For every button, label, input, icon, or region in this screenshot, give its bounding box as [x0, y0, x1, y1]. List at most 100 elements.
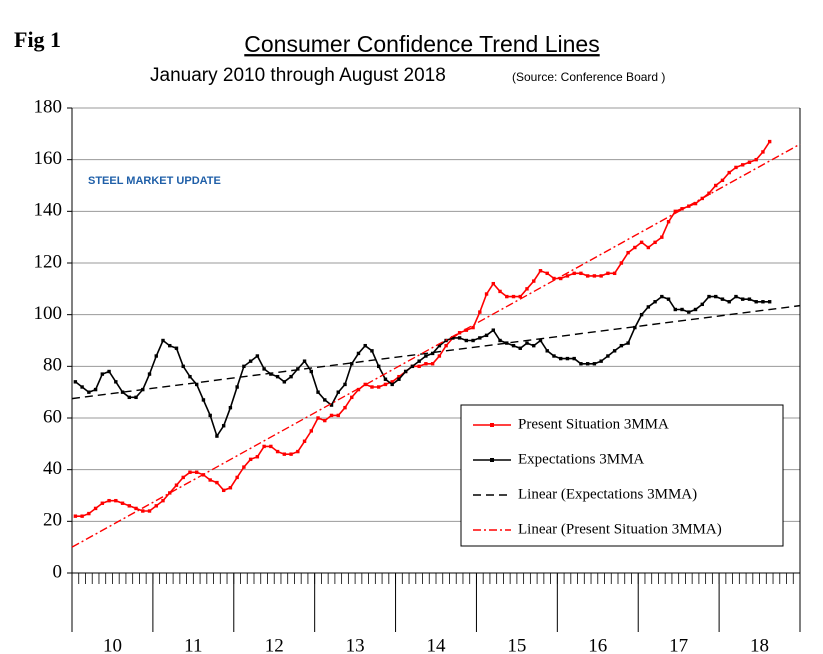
point: [370, 349, 374, 353]
point: [114, 498, 118, 503]
point: [673, 307, 677, 312]
y-tick-label: 20: [43, 510, 62, 531]
point: [700, 302, 704, 307]
point: [518, 294, 522, 299]
point: [585, 274, 590, 278]
legend-label: Linear (Expectations 3MMA): [518, 486, 697, 502]
point: [100, 501, 105, 505]
legend-label: Expectations 3MMA: [518, 451, 644, 467]
legend-label: Present Situation 3MMA: [518, 416, 669, 432]
point: [599, 359, 603, 363]
point: [767, 139, 772, 144]
point: [221, 424, 226, 428]
point: [754, 300, 758, 304]
point: [612, 349, 617, 353]
point: [329, 413, 334, 418]
point: [498, 289, 502, 294]
point: [323, 418, 327, 423]
x-tick-label: 11: [184, 635, 202, 654]
point: [147, 372, 152, 376]
point: [262, 444, 266, 449]
point: [653, 300, 657, 304]
point: [511, 294, 516, 299]
point: [208, 478, 212, 482]
point: [100, 372, 105, 376]
point: [255, 455, 260, 459]
x-tick-label: 12: [265, 635, 284, 654]
point: [93, 506, 98, 511]
point: [397, 377, 401, 381]
trend-line: [71, 143, 801, 548]
point: [289, 452, 293, 456]
point: [134, 506, 138, 511]
point: [350, 362, 354, 366]
point: [680, 307, 684, 312]
point: [633, 245, 637, 250]
point: [363, 343, 367, 348]
y-tick-label: 40: [43, 458, 62, 479]
point: [107, 498, 111, 503]
point: [93, 387, 98, 392]
x-tick-label: 15: [507, 635, 526, 654]
point: [168, 343, 172, 348]
y-tick-label: 100: [34, 303, 63, 324]
point: [579, 271, 583, 276]
point: [660, 235, 664, 239]
point: [619, 343, 624, 348]
point: [282, 380, 287, 384]
point: [532, 343, 536, 348]
point: [309, 429, 313, 433]
point: [289, 374, 293, 379]
point: [343, 405, 347, 410]
point: [457, 336, 462, 340]
point: [437, 354, 442, 358]
point: [235, 475, 239, 480]
point: [734, 294, 738, 299]
point: [633, 325, 637, 330]
y-tick-label: 120: [34, 251, 63, 272]
point: [478, 310, 482, 314]
point: [80, 514, 84, 518]
x-tick-label: 14: [427, 635, 447, 654]
point: [727, 170, 731, 175]
point: [660, 294, 664, 299]
point: [525, 287, 529, 291]
point: [390, 382, 394, 387]
point: [174, 346, 179, 350]
point: [107, 369, 111, 374]
point: [707, 294, 711, 299]
point: [430, 351, 435, 356]
point: [565, 356, 570, 361]
point: [606, 271, 610, 276]
y-tick-label: 180: [34, 96, 63, 117]
point: [417, 364, 421, 369]
point: [403, 369, 408, 374]
point: [693, 307, 698, 312]
point: [505, 341, 509, 345]
point: [114, 380, 118, 384]
point: [471, 338, 475, 343]
figure-label: Fig 1: [14, 27, 61, 52]
point: [484, 333, 489, 338]
point: [343, 382, 347, 387]
point: [491, 328, 495, 332]
point: [390, 380, 394, 384]
point: [518, 346, 522, 350]
point: [761, 150, 765, 154]
point: [154, 504, 158, 508]
chart-title: Consumer Confidence Trend Lines: [244, 31, 599, 57]
point: [255, 354, 260, 358]
point: [134, 395, 138, 400]
point: [525, 341, 529, 345]
point: [464, 338, 469, 343]
point: [619, 261, 624, 265]
point: [599, 274, 603, 278]
point: [147, 509, 152, 513]
point: [572, 356, 576, 361]
trend-line: [71, 304, 801, 400]
point: [478, 336, 482, 340]
point: [612, 271, 617, 276]
point: [430, 362, 435, 366]
point: [680, 207, 684, 211]
